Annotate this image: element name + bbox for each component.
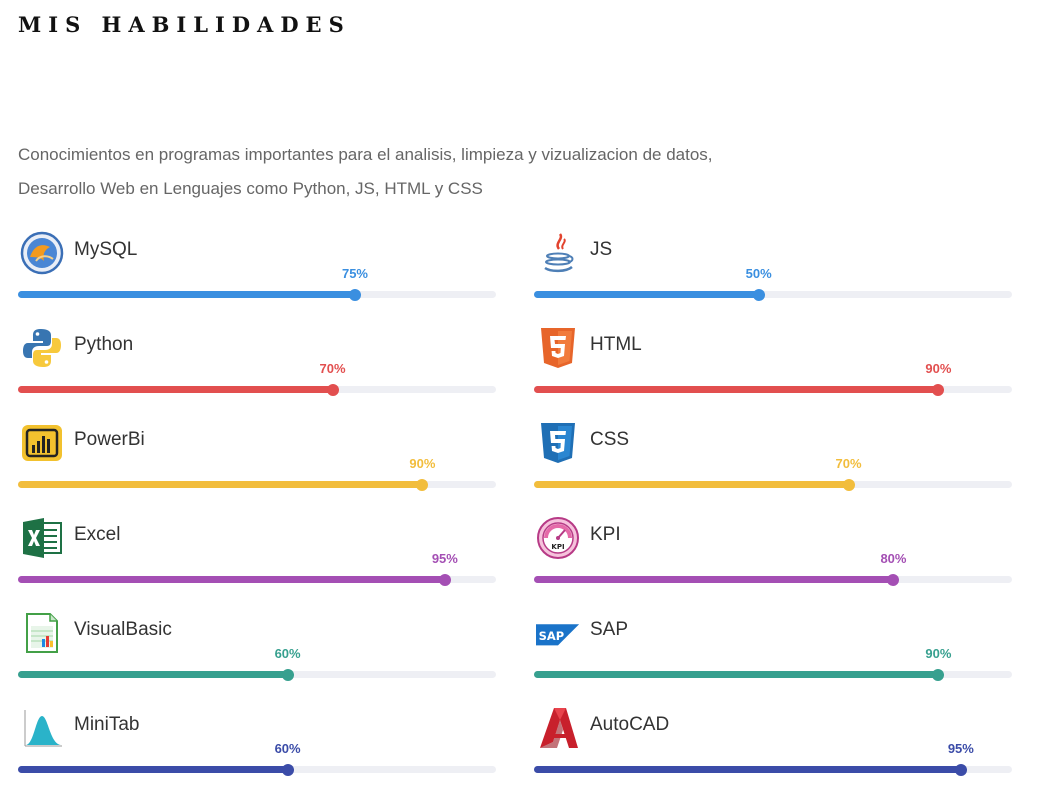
- progress-fill: [534, 478, 855, 491]
- skill-python: Python 70%: [18, 324, 496, 419]
- progress-track: [534, 288, 1012, 301]
- java-icon: [536, 231, 580, 275]
- skill-name: CSS: [590, 429, 630, 450]
- progress-fill: [18, 573, 451, 586]
- skill-percent: 95%: [431, 551, 458, 566]
- skill-name: PowerBi: [74, 429, 145, 450]
- skill-name: AutoCAD: [590, 714, 670, 735]
- progress-track: [18, 668, 496, 681]
- progress-fill: [534, 288, 765, 301]
- progress-knob[interactable]: [326, 383, 339, 396]
- sap-icon-text: SAP: [539, 629, 564, 643]
- css3-icon: [536, 421, 580, 465]
- kpi-icon-text: KPI: [551, 543, 564, 551]
- skill-css: CSS 70%: [534, 419, 1012, 514]
- skill-percent: 50%: [745, 266, 772, 281]
- progress-fill: [534, 573, 900, 586]
- progress-fill: [18, 763, 294, 776]
- html5-icon: [536, 326, 580, 370]
- progress-track: [534, 763, 1012, 776]
- skills-grid: MySQL 75% JS 50%: [18, 229, 1012, 799]
- progress-track: [18, 763, 496, 776]
- progress-track: [18, 288, 496, 301]
- progress-knob[interactable]: [416, 478, 429, 491]
- skill-powerbi: PowerBi 90%: [18, 419, 496, 514]
- progress-track: [18, 478, 496, 491]
- skill-mysql: MySQL 75%: [18, 229, 496, 324]
- progress-fill: [18, 288, 361, 301]
- sap-logo-icon: SAP: [536, 611, 580, 655]
- skill-name: Python: [74, 334, 134, 355]
- spreadsheet-chart-icon: [20, 611, 64, 655]
- skill-percent: 90%: [925, 646, 952, 661]
- progress-knob[interactable]: [932, 668, 945, 681]
- skill-name: SAP: [590, 619, 629, 640]
- kpi-gauge-icon: KPI: [536, 516, 580, 560]
- progress-knob[interactable]: [932, 383, 945, 396]
- skill-minitab: MiniTab 60%: [18, 704, 496, 799]
- autocad-icon: [536, 706, 580, 750]
- progress-knob[interactable]: [954, 763, 967, 776]
- progress-track: [534, 383, 1012, 396]
- progress-fill: [534, 668, 945, 681]
- intro-line-2: Desarrollo Web en Lenguajes como Python,…: [18, 179, 483, 198]
- python-icon: [20, 326, 64, 370]
- progress-fill: [18, 668, 294, 681]
- progress-knob[interactable]: [281, 668, 294, 681]
- skill-html: HTML 90%: [534, 324, 1012, 419]
- skill-name: HTML: [590, 334, 642, 355]
- progress-knob[interactable]: [348, 288, 361, 301]
- skill-percent: 70%: [319, 361, 346, 376]
- progress-knob[interactable]: [752, 288, 765, 301]
- progress-fill: [534, 383, 945, 396]
- excel-icon: [20, 516, 64, 560]
- skill-percent: 60%: [274, 646, 301, 661]
- skill-excel: Excel 95%: [18, 514, 496, 609]
- skill-name: Excel: [74, 524, 121, 545]
- progress-knob[interactable]: [887, 573, 900, 586]
- progress-knob[interactable]: [281, 763, 294, 776]
- skill-percent: 90%: [925, 361, 952, 376]
- intro-line-1: Conocimientos en programas importantes p…: [18, 145, 713, 164]
- progress-track: [534, 668, 1012, 681]
- progress-fill: [534, 763, 967, 776]
- progress-knob[interactable]: [438, 573, 451, 586]
- bell-curve-icon: [20, 706, 64, 750]
- skill-name: MySQL: [74, 239, 138, 260]
- mysql-icon: [20, 231, 64, 275]
- skill-visualbasic: VisualBasic 60%: [18, 609, 496, 704]
- progress-fill: [18, 383, 339, 396]
- skill-js: JS 50%: [534, 229, 1012, 324]
- skill-percent: 70%: [835, 456, 862, 471]
- skill-kpi: KPI KPI 80%: [534, 514, 1012, 609]
- progress-fill: [18, 478, 429, 491]
- skill-sap: SAP SAP 90%: [534, 609, 1012, 704]
- skill-percent: 80%: [880, 551, 907, 566]
- skill-name: VisualBasic: [74, 619, 172, 640]
- progress-track: [18, 383, 496, 396]
- skill-percent: 90%: [409, 456, 436, 471]
- skill-autocad: AutoCAD 95%: [534, 704, 1012, 799]
- section-title: MIS HABILIDADES: [18, 12, 351, 37]
- progress-track: [18, 573, 496, 586]
- progress-knob[interactable]: [842, 478, 855, 491]
- progress-track: [534, 478, 1012, 491]
- powerbi-icon: [20, 421, 64, 465]
- progress-track: [534, 573, 1012, 586]
- skill-percent: 60%: [274, 741, 301, 756]
- intro-text: Conocimientos en programas importantes p…: [18, 138, 713, 206]
- skill-name: JS: [590, 239, 613, 260]
- skill-name: MiniTab: [74, 714, 140, 735]
- skill-name: KPI: [590, 524, 621, 545]
- skill-percent: 75%: [341, 266, 368, 281]
- skill-percent: 95%: [947, 741, 974, 756]
